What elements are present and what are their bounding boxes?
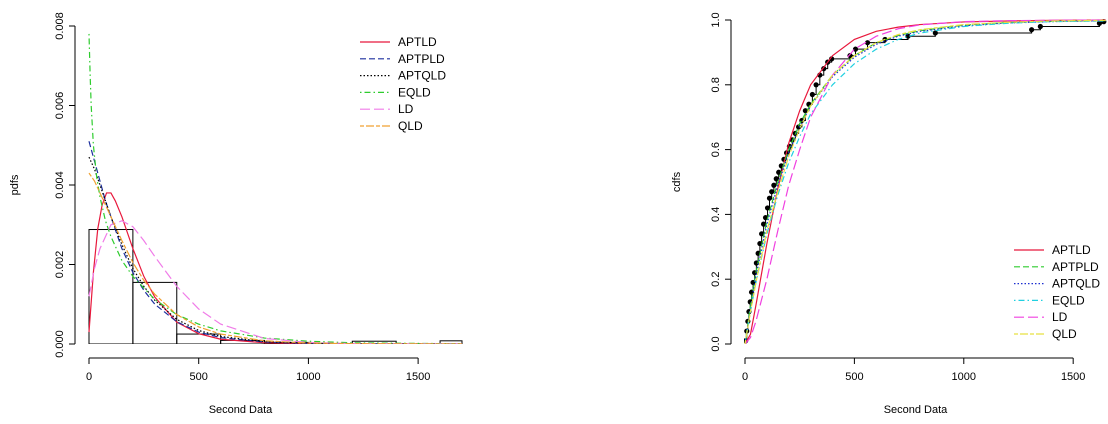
ecdf-point [796, 124, 802, 130]
legend-label: APTLD [398, 35, 437, 49]
legend-label: APTQLD [398, 69, 446, 83]
y-tick-label: 1.0 [710, 12, 722, 27]
y-tick-label: 0.008 [54, 12, 66, 40]
x-axis-label: Second Data [884, 404, 948, 416]
ecdf-point [771, 182, 777, 188]
legend-label: APTPLD [1052, 260, 1099, 274]
histogram-bar [439, 340, 463, 344]
series-line-aptqld [88, 156, 463, 344]
cdf-chart-panel: 0.0 0.2 0.4 0.6 0.8 1.0 0 500 1000 1500 Second Dat… [671, 12, 1107, 416]
series-line-ld [88, 220, 463, 344]
ecdf-point [1037, 23, 1043, 30]
y-axis-label: cdfs [671, 171, 683, 192]
y-tick-label: 0.6 [710, 142, 722, 157]
series-line-aptqld [744, 20, 1107, 344]
ecdf-point [1096, 20, 1103, 26]
y-tick-label: 0.0 [710, 336, 722, 351]
plot-area [744, 19, 1107, 344]
x-tick-label: 1500 [1061, 371, 1085, 383]
series-line-aptld [88, 192, 463, 344]
y-tick-label: 0.002 [54, 251, 66, 279]
y-tick-label: 0.004 [54, 171, 66, 199]
x-tick-label: 1500 [406, 371, 430, 383]
ecdf-point [766, 195, 773, 201]
ecdf-point [773, 176, 779, 182]
y-tick-label: 0.006 [54, 92, 66, 120]
legend-label: LD [398, 102, 414, 116]
series-line-aptld [744, 19, 1107, 344]
legend-label: APTPLD [398, 52, 445, 66]
y-tick-label: 0.8 [710, 77, 722, 92]
x-tick-label: 1000 [952, 371, 976, 383]
x-tick-label: 500 [845, 371, 863, 383]
y-tick-label: 0.4 [710, 207, 722, 222]
series-line-eqld [744, 20, 1107, 344]
ecdf-point [813, 82, 819, 88]
x-tick-label: 0 [742, 371, 748, 383]
ecdf-point [932, 30, 938, 36]
ecdf-point [769, 189, 775, 195]
histogram-bar [132, 281, 178, 344]
x-axis-label: Second Data [209, 404, 273, 416]
legend: APTLD APTPLD APTQLD EQLD LD QLD [360, 35, 446, 133]
y-tick-label: 0.000 [54, 330, 66, 358]
legend-label: QLD [1052, 327, 1077, 341]
legend-label: EQLD [398, 85, 431, 99]
x-tick-label: 500 [190, 371, 208, 383]
series-line-eqld [88, 33, 463, 344]
ecdf-point [760, 221, 767, 227]
legend-label: APTLD [1052, 243, 1091, 257]
pdf-chart-panel: 0.000 0.002 0.004 0.006 0.008 0 500 1000 1500 Sec… [9, 12, 463, 416]
ecdf-point [759, 231, 765, 237]
ecdf-point [764, 205, 771, 211]
ecdf-point [776, 169, 782, 175]
series-line-qld [88, 172, 463, 344]
ecdf-point [864, 40, 871, 46]
ecdf-point [1029, 27, 1035, 33]
x-tick-label: 1000 [296, 371, 320, 383]
y-axis-label: pdfs [9, 174, 21, 195]
ecdf-point [757, 240, 763, 247]
ecdf-point [847, 53, 853, 59]
legend-label: EQLD [1052, 293, 1085, 307]
ecdf-point [809, 91, 815, 98]
series-line-qld [744, 19, 1107, 344]
ecdf-point [802, 108, 808, 114]
y-tick-label: 0.2 [710, 272, 722, 287]
ecdf-point [852, 46, 859, 52]
plot-area [88, 33, 463, 344]
legend: APTLD APTPLD APTQLD EQLD LD QLD [1014, 243, 1100, 341]
x-tick-label: 0 [86, 371, 92, 383]
legend-label: APTQLD [1052, 277, 1100, 291]
legend-label: LD [1052, 310, 1068, 324]
legend-label: QLD [398, 119, 423, 133]
